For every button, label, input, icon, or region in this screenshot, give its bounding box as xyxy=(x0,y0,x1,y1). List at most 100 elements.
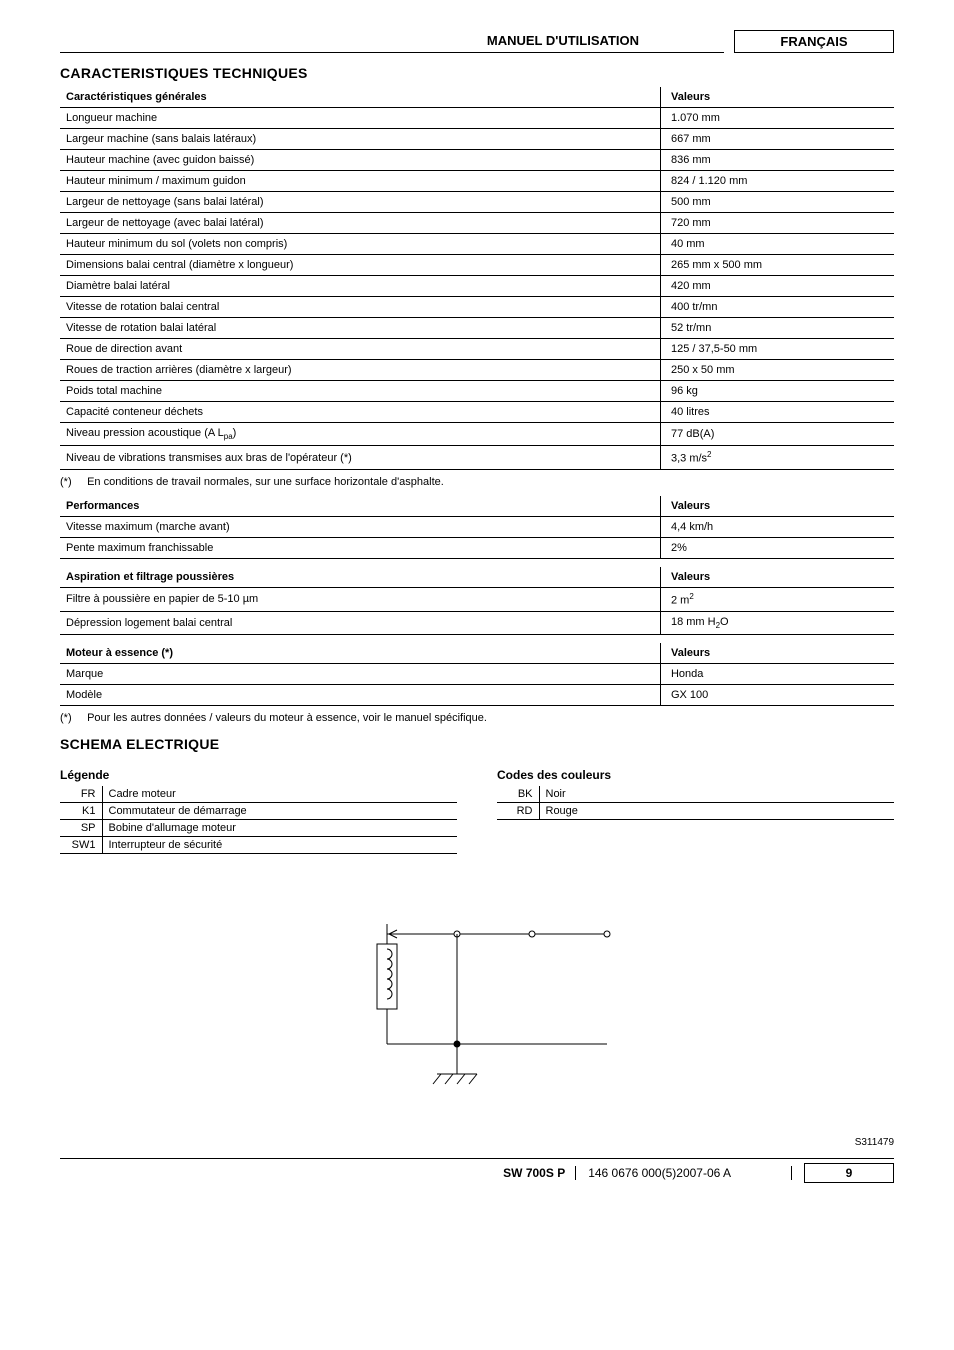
legend-desc: Interrupteur de sécurité xyxy=(102,836,457,853)
language-label: FRANÇAIS xyxy=(734,30,894,53)
col-header-label: Performances xyxy=(60,496,660,517)
spec-value: 400 tr/mn xyxy=(660,297,894,318)
spec-label: Largeur de nettoyage (sans balai latéral… xyxy=(60,192,660,213)
spec-value: 836 mm xyxy=(660,150,894,171)
spec-value: 265 mm x 500 mm xyxy=(660,255,894,276)
page-top-header: MANUEL D'UTILISATION FRANÇAIS xyxy=(60,30,894,53)
spec-value: 18 mm H2O xyxy=(660,611,894,634)
spec-label: Diamètre balai latéral xyxy=(60,276,660,297)
spec-value: 52 tr/mn xyxy=(660,318,894,339)
legend-code: BK xyxy=(497,786,539,803)
col-header-value: Valeurs xyxy=(660,496,894,517)
spec-value: 667 mm xyxy=(660,129,894,150)
spec-label: Hauteur minimum / maximum guidon xyxy=(60,171,660,192)
spec-label: Roue de direction avant xyxy=(60,339,660,360)
table-row: Vitesse de rotation balai latéral52 tr/m… xyxy=(60,318,894,339)
legend-code: K1 xyxy=(60,802,102,819)
spec-label: Largeur machine (sans balais latéraux) xyxy=(60,129,660,150)
table-row: Longueur machine1.070 mm xyxy=(60,108,894,129)
table-row: Dimensions balai central (diamètre x lon… xyxy=(60,255,894,276)
legend-code: FR xyxy=(60,786,102,803)
col-header-label: Moteur à essence (*) xyxy=(60,643,660,664)
table-row: FRCadre moteur xyxy=(60,786,457,803)
table-general: Caractéristiques générales Valeurs Longu… xyxy=(60,87,894,470)
table-aspiration: Aspiration et filtrage poussières Valeur… xyxy=(60,567,894,635)
col-header-value: Valeurs xyxy=(660,567,894,588)
spec-label: Vitesse maximum (marche avant) xyxy=(60,516,660,537)
page-footer: SW 700S P 146 0676 000(5)2007-06 A 9 xyxy=(60,1158,894,1183)
spec-label: Vitesse de rotation balai latéral xyxy=(60,318,660,339)
spec-value: 125 / 37,5-50 mm xyxy=(660,339,894,360)
table-row: Hauteur minimum du sol (volets non compr… xyxy=(60,234,894,255)
col-header-value: Valeurs xyxy=(660,643,894,664)
footer-doc: 146 0676 000(5)2007-06 A xyxy=(588,1166,792,1180)
spec-value: 2% xyxy=(660,537,894,558)
footnote-mark: (*) xyxy=(60,476,84,488)
table-row: Caractéristiques générales Valeurs xyxy=(60,87,894,108)
spec-label: Marque xyxy=(60,663,660,684)
table-row: Largeur de nettoyage (avec balai latéral… xyxy=(60,213,894,234)
spec-label: Roues de traction arrières (diamètre x l… xyxy=(60,360,660,381)
table-row: Largeur machine (sans balais latéraux)66… xyxy=(60,129,894,150)
table-row: Diamètre balai latéral420 mm xyxy=(60,276,894,297)
spec-label: Vitesse de rotation balai central xyxy=(60,297,660,318)
spec-value: 1.070 mm xyxy=(660,108,894,129)
colors-column: Codes des couleurs BKNoirRDRouge xyxy=(497,758,894,854)
spec-value: 720 mm xyxy=(660,213,894,234)
table-row: MarqueHonda xyxy=(60,663,894,684)
spec-label: Longueur machine xyxy=(60,108,660,129)
spec-label: Filtre à poussière en papier de 5-10 µm xyxy=(60,587,660,611)
colors-title: Codes des couleurs xyxy=(497,768,894,782)
spec-value: 3,3 m/s2 xyxy=(660,446,894,470)
table-row: RDRouge xyxy=(497,802,894,819)
spec-value: 2 m2 xyxy=(660,587,894,611)
table-row: Niveau de vibrations transmises aux bras… xyxy=(60,446,894,470)
spec-value: 250 x 50 mm xyxy=(660,360,894,381)
table-row: SPBobine d'allumage moteur xyxy=(60,819,457,836)
legend-code: SP xyxy=(60,819,102,836)
legend-desc: Noir xyxy=(539,786,894,803)
spec-value: Honda xyxy=(660,663,894,684)
table-row: Capacité conteneur déchets40 litres xyxy=(60,402,894,423)
footnote-text: Pour les autres données / valeurs du mot… xyxy=(87,712,487,724)
table-row: BKNoir xyxy=(497,786,894,803)
spec-label: Poids total machine xyxy=(60,381,660,402)
table-motor: Moteur à essence (*) Valeurs MarqueHonda… xyxy=(60,643,894,706)
schematic-svg xyxy=(307,914,647,1094)
spec-value: 420 mm xyxy=(660,276,894,297)
spec-label: Hauteur minimum du sol (volets non compr… xyxy=(60,234,660,255)
table-performances: Performances Valeurs Vitesse maximum (ma… xyxy=(60,496,894,559)
col-header-label: Aspiration et filtrage poussières xyxy=(60,567,660,588)
table-row: Aspiration et filtrage poussières Valeur… xyxy=(60,567,894,588)
table-row: Performances Valeurs xyxy=(60,496,894,517)
spec-label: Niveau de vibrations transmises aux bras… xyxy=(60,446,660,470)
col-header-value: Valeurs xyxy=(660,87,894,108)
footnote-general: (*) En conditions de travail normales, s… xyxy=(60,476,894,488)
legend-code: SW1 xyxy=(60,836,102,853)
table-row: ModèleGX 100 xyxy=(60,684,894,705)
col-header-label: Caractéristiques générales xyxy=(60,87,660,108)
section-title-schema: SCHEMA ELECTRIQUE xyxy=(60,736,894,752)
spec-label: Dimensions balai central (diamètre x lon… xyxy=(60,255,660,276)
section-title-specs: CARACTERISTIQUES TECHNIQUES xyxy=(60,65,894,81)
spec-value: 500 mm xyxy=(660,192,894,213)
footer-model: SW 700S P xyxy=(503,1166,576,1180)
table-row: Roues de traction arrières (diamètre x l… xyxy=(60,360,894,381)
table-row: Roue de direction avant125 / 37,5-50 mm xyxy=(60,339,894,360)
table-row: Largeur de nettoyage (sans balai latéral… xyxy=(60,192,894,213)
table-legend: FRCadre moteurK1Commutateur de démarrage… xyxy=(60,786,457,854)
spec-label: Modèle xyxy=(60,684,660,705)
footnote-text: En conditions de travail normales, sur u… xyxy=(87,476,444,488)
table-row: Poids total machine96 kg xyxy=(60,381,894,402)
table-row: SW1Interrupteur de sécurité xyxy=(60,836,457,853)
legend-column: Légende FRCadre moteurK1Commutateur de d… xyxy=(60,758,457,854)
table-row: Hauteur machine (avec guidon baissé)836 … xyxy=(60,150,894,171)
table-row: Hauteur minimum / maximum guidon824 / 1.… xyxy=(60,171,894,192)
legend-desc: Bobine d'allumage moteur xyxy=(102,819,457,836)
two-column-layout: Légende FRCadre moteurK1Commutateur de d… xyxy=(60,758,894,854)
table-row: Moteur à essence (*) Valeurs xyxy=(60,643,894,664)
table-row: Vitesse de rotation balai central400 tr/… xyxy=(60,297,894,318)
footnote-mark: (*) xyxy=(60,712,84,724)
spec-label: Niveau pression acoustique (A Lpa) xyxy=(60,423,660,446)
footnote-motor: (*) Pour les autres données / valeurs du… xyxy=(60,712,894,724)
